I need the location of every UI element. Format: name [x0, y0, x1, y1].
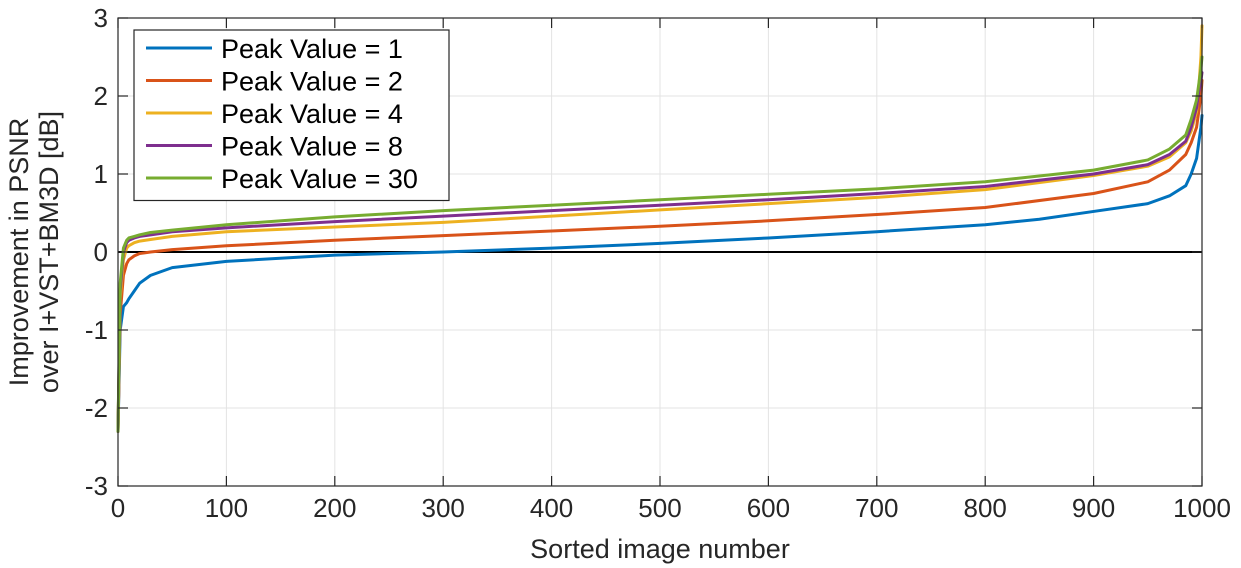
y-tick-label: 3 — [94, 3, 108, 33]
legend-box — [133, 29, 450, 202]
y-tick-label: 0 — [94, 237, 108, 267]
y-tick-label: -1 — [85, 315, 108, 345]
x-tick-label: 300 — [422, 493, 465, 523]
legend-entry-label: Peak Value = 4 — [221, 99, 403, 129]
x-tick-label: 100 — [205, 493, 248, 523]
legend-entry-label: Peak Value = 30 — [221, 164, 418, 194]
x-tick-label: 0 — [111, 493, 125, 523]
x-tick-label: 200 — [313, 493, 356, 523]
series-line-2 — [116, 78, 1204, 433]
x-tick-label: 700 — [855, 493, 898, 523]
y-tick-label: -2 — [85, 393, 108, 423]
series-group — [116, 24, 1204, 433]
x-tick-label: 600 — [747, 493, 790, 523]
y-tick-label: -3 — [85, 471, 108, 501]
series-line-1 — [116, 114, 1204, 433]
y-tick-label: 1 — [94, 159, 108, 189]
x-tick-label: 800 — [964, 493, 1007, 523]
x-axis-label: Sorted image number — [530, 534, 790, 564]
x-tick-label: 900 — [1072, 493, 1115, 523]
x-axis-ticks: 0 100 200 300 400 500 600 700 800 900 1000 — [111, 18, 1231, 523]
y-axis-ticks: -3 -2 -1 0 1 2 3 — [85, 3, 1202, 501]
series-line-5 — [116, 55, 1204, 433]
series-line-4 — [116, 71, 1204, 433]
y-tick-label: 2 — [94, 81, 108, 111]
x-tick-label: 400 — [530, 493, 573, 523]
x-tick-label: 500 — [638, 493, 681, 523]
legend-entry-label: Peak Value = 1 — [221, 34, 403, 64]
legend-entry-label: Peak Value = 8 — [221, 132, 403, 162]
legend-entry-label: Peak Value = 2 — [221, 67, 403, 97]
y-axis-label-line-1: Improvement in PSNR — [4, 118, 34, 387]
y-axis-label-line-2: over I+VST+BM3D [dB] — [34, 111, 64, 393]
x-tick-label: 1000 — [1173, 493, 1231, 523]
